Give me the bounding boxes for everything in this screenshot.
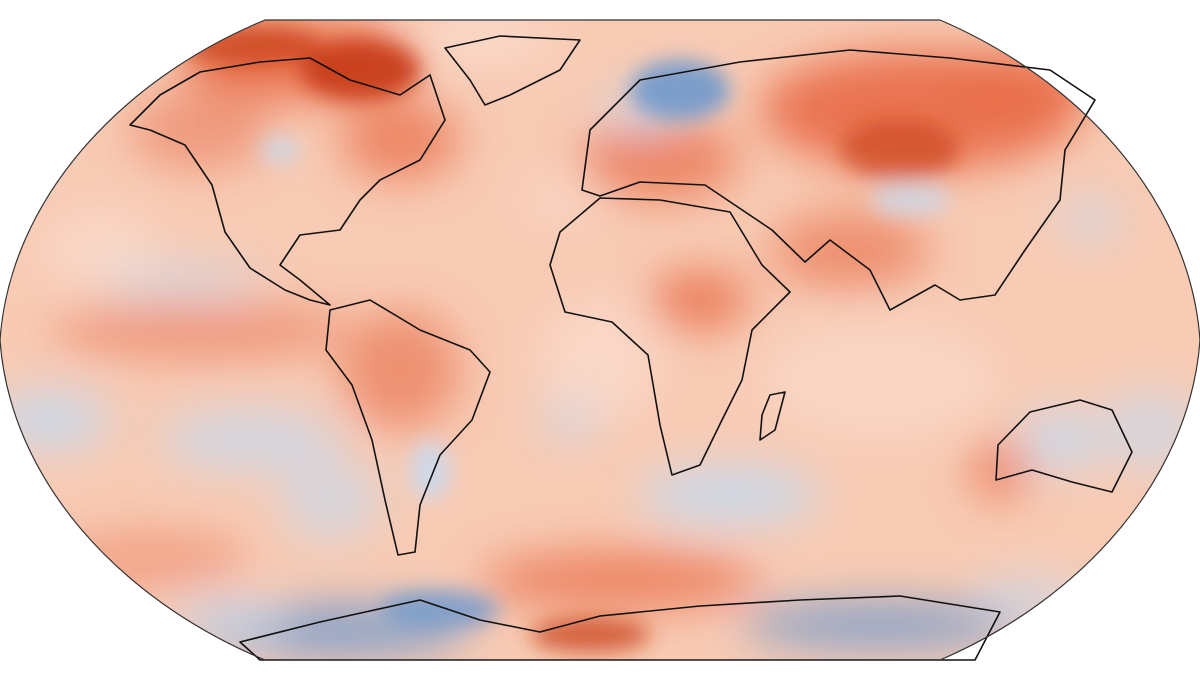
coastline-madagascar <box>759 391 786 441</box>
coastline-eurasia <box>581 49 1096 311</box>
cold-anomaly-region <box>1020 410 1100 470</box>
warm-anomaly-region <box>840 120 960 180</box>
coastline-north-america <box>129 57 446 306</box>
cold-anomaly-region <box>1060 200 1120 240</box>
warm-anomaly-region <box>580 120 740 200</box>
warm-anomaly-region <box>530 617 650 653</box>
warm-anomaly-region <box>540 300 660 420</box>
warm-anomaly-region <box>340 100 460 180</box>
warm-anomaly-region <box>480 550 760 610</box>
warm-anomaly-region <box>770 210 930 290</box>
cold-anomaly-region <box>540 400 600 440</box>
cold-anomaly-region <box>970 580 1090 620</box>
warm-anomaly-region <box>650 270 750 330</box>
warm-anomaly-region <box>970 440 1030 500</box>
coastline-greenland <box>444 35 581 106</box>
coastline-antarctica <box>239 595 1001 661</box>
cold-anomaly-region <box>740 603 1020 647</box>
cold-anomaly-region <box>870 185 950 215</box>
warm-anomaly-region <box>760 320 1000 440</box>
warm-anomaly-region <box>520 180 600 220</box>
cold-anomaly-region <box>100 264 260 296</box>
coastline-africa <box>549 197 791 476</box>
cold-anomaly-region <box>1100 390 1200 470</box>
cold-anomaly-region <box>410 440 450 500</box>
warm-anomaly-region <box>300 40 420 100</box>
cold-anomaly-region <box>280 460 380 540</box>
warm-anomaly-region <box>130 90 270 170</box>
cold-anomaly-region <box>640 465 820 525</box>
coastlines <box>129 35 1133 661</box>
coastline-australia <box>995 399 1133 493</box>
warm-anomaly-region <box>50 530 250 590</box>
cold-anomaly-region <box>160 410 340 470</box>
cold-anomaly-region <box>380 590 500 630</box>
warm-anomaly-region <box>340 310 460 430</box>
coastline-south-america <box>325 299 491 556</box>
cold-anomaly-region <box>630 60 730 120</box>
warm-anomaly-region <box>50 300 350 360</box>
cold-anomaly-region <box>260 136 300 164</box>
